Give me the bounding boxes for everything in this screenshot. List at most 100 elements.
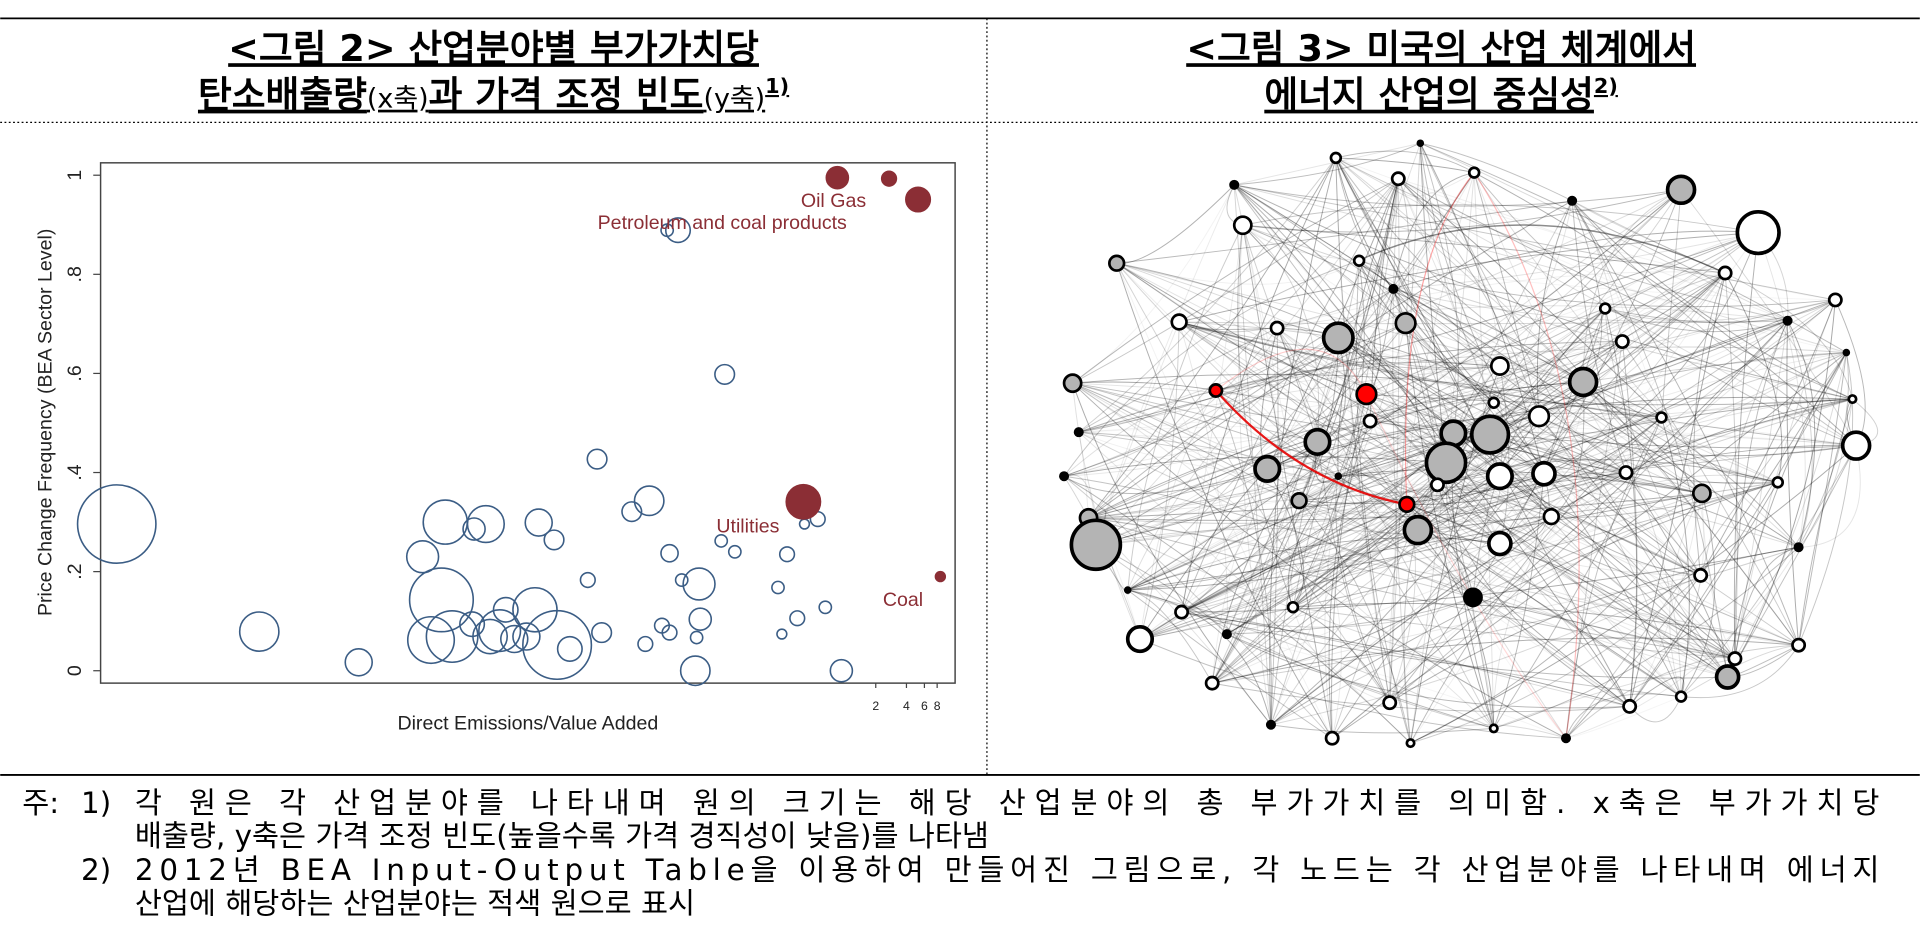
edge	[1392, 288, 1495, 729]
edge	[1499, 417, 1662, 477]
edge	[1226, 143, 1421, 635]
edge	[1292, 288, 1394, 608]
edge	[1436, 484, 1630, 707]
edge	[1233, 184, 1501, 544]
edge	[1417, 529, 1736, 660]
edge	[1139, 475, 1339, 640]
edge	[1116, 262, 1391, 703]
edge	[1571, 200, 1726, 274]
edge	[1233, 184, 1682, 697]
bubble	[679, 655, 711, 687]
edge	[1335, 157, 1391, 703]
edge	[1410, 724, 1567, 744]
edge	[1127, 308, 1606, 591]
bubble	[512, 586, 558, 633]
edge	[1493, 516, 1552, 729]
edge	[1276, 327, 1438, 486]
edge	[1629, 482, 1779, 707]
edge	[1088, 481, 1778, 519]
edge	[1370, 420, 1552, 517]
node	[1424, 441, 1468, 485]
edge	[1088, 337, 1339, 519]
edge	[1063, 402, 1494, 477]
edge	[1226, 476, 1339, 635]
node	[1208, 383, 1224, 398]
edge	[1072, 382, 1728, 678]
edge	[1078, 431, 1411, 744]
edge	[1298, 272, 1726, 502]
node	[1560, 733, 1572, 744]
edge	[1335, 157, 1788, 322]
node	[1618, 465, 1634, 481]
edge	[1270, 481, 1778, 726]
edge	[1338, 337, 1501, 544]
edge	[1116, 263, 1333, 739]
edge	[1116, 262, 1474, 598]
edge	[1139, 398, 1853, 640]
node	[1598, 302, 1612, 315]
node	[1847, 394, 1858, 405]
node	[1232, 215, 1253, 236]
edge	[1337, 337, 1501, 477]
edge	[1242, 224, 1853, 400]
edge	[1181, 189, 1682, 613]
bubble	[664, 217, 692, 244]
node	[1170, 313, 1188, 331]
edge	[1127, 225, 1244, 591]
edge	[1369, 420, 1728, 678]
edge	[1437, 459, 1778, 486]
edge	[1095, 322, 1406, 546]
edge	[1215, 390, 1630, 707]
node	[1265, 719, 1276, 730]
notes: 주: 1) 각 원은 각 산업분야를 나타내며 원의 크기는 해당 산업분야의 …	[22, 786, 1879, 920]
edge	[1127, 589, 1682, 698]
edge	[1233, 184, 1447, 463]
edge	[1116, 263, 1333, 739]
edge	[1398, 178, 1501, 367]
edge	[1472, 596, 1736, 660]
node	[1398, 495, 1416, 514]
edge	[1270, 365, 1501, 725]
node	[1416, 139, 1425, 148]
edge	[1212, 682, 1630, 713]
edge	[1798, 399, 1853, 548]
edge	[1242, 189, 1682, 233]
note-line: 각 원은 각 산업분야를 나타내며 원의 크기는 해당 산업분야의 총 부가가치…	[135, 786, 1880, 820]
edge	[1571, 200, 1729, 678]
edge	[1565, 417, 1662, 739]
edge	[1582, 381, 1778, 483]
edge	[1211, 468, 1268, 684]
edge	[1419, 143, 1545, 475]
node	[1665, 174, 1697, 206]
x-tick-label: 4	[903, 699, 910, 713]
edge	[1406, 503, 1474, 598]
node	[1714, 664, 1741, 690]
node	[1286, 600, 1300, 614]
node	[1269, 320, 1285, 336]
node	[1622, 698, 1638, 714]
edge	[1179, 320, 1788, 325]
edge	[1270, 178, 1399, 725]
edge	[1233, 184, 1701, 576]
bubble	[818, 600, 833, 615]
y-tick-label: .4	[64, 464, 86, 480]
node	[1485, 462, 1514, 491]
edge	[1565, 352, 1847, 739]
edge	[1681, 644, 1800, 699]
edge	[1095, 398, 1853, 546]
node	[1840, 430, 1872, 461]
edge	[1493, 417, 1662, 729]
edge	[1292, 394, 1367, 608]
edge	[1366, 361, 1500, 395]
edge	[1582, 381, 1778, 483]
edge	[1215, 390, 1339, 477]
edge	[1388, 172, 1475, 703]
node	[1382, 695, 1398, 711]
edge	[1582, 381, 1682, 697]
node	[1842, 348, 1851, 357]
edge	[1072, 382, 1630, 707]
edge	[1734, 546, 1799, 659]
edge	[1078, 431, 1736, 660]
node	[1405, 738, 1416, 749]
